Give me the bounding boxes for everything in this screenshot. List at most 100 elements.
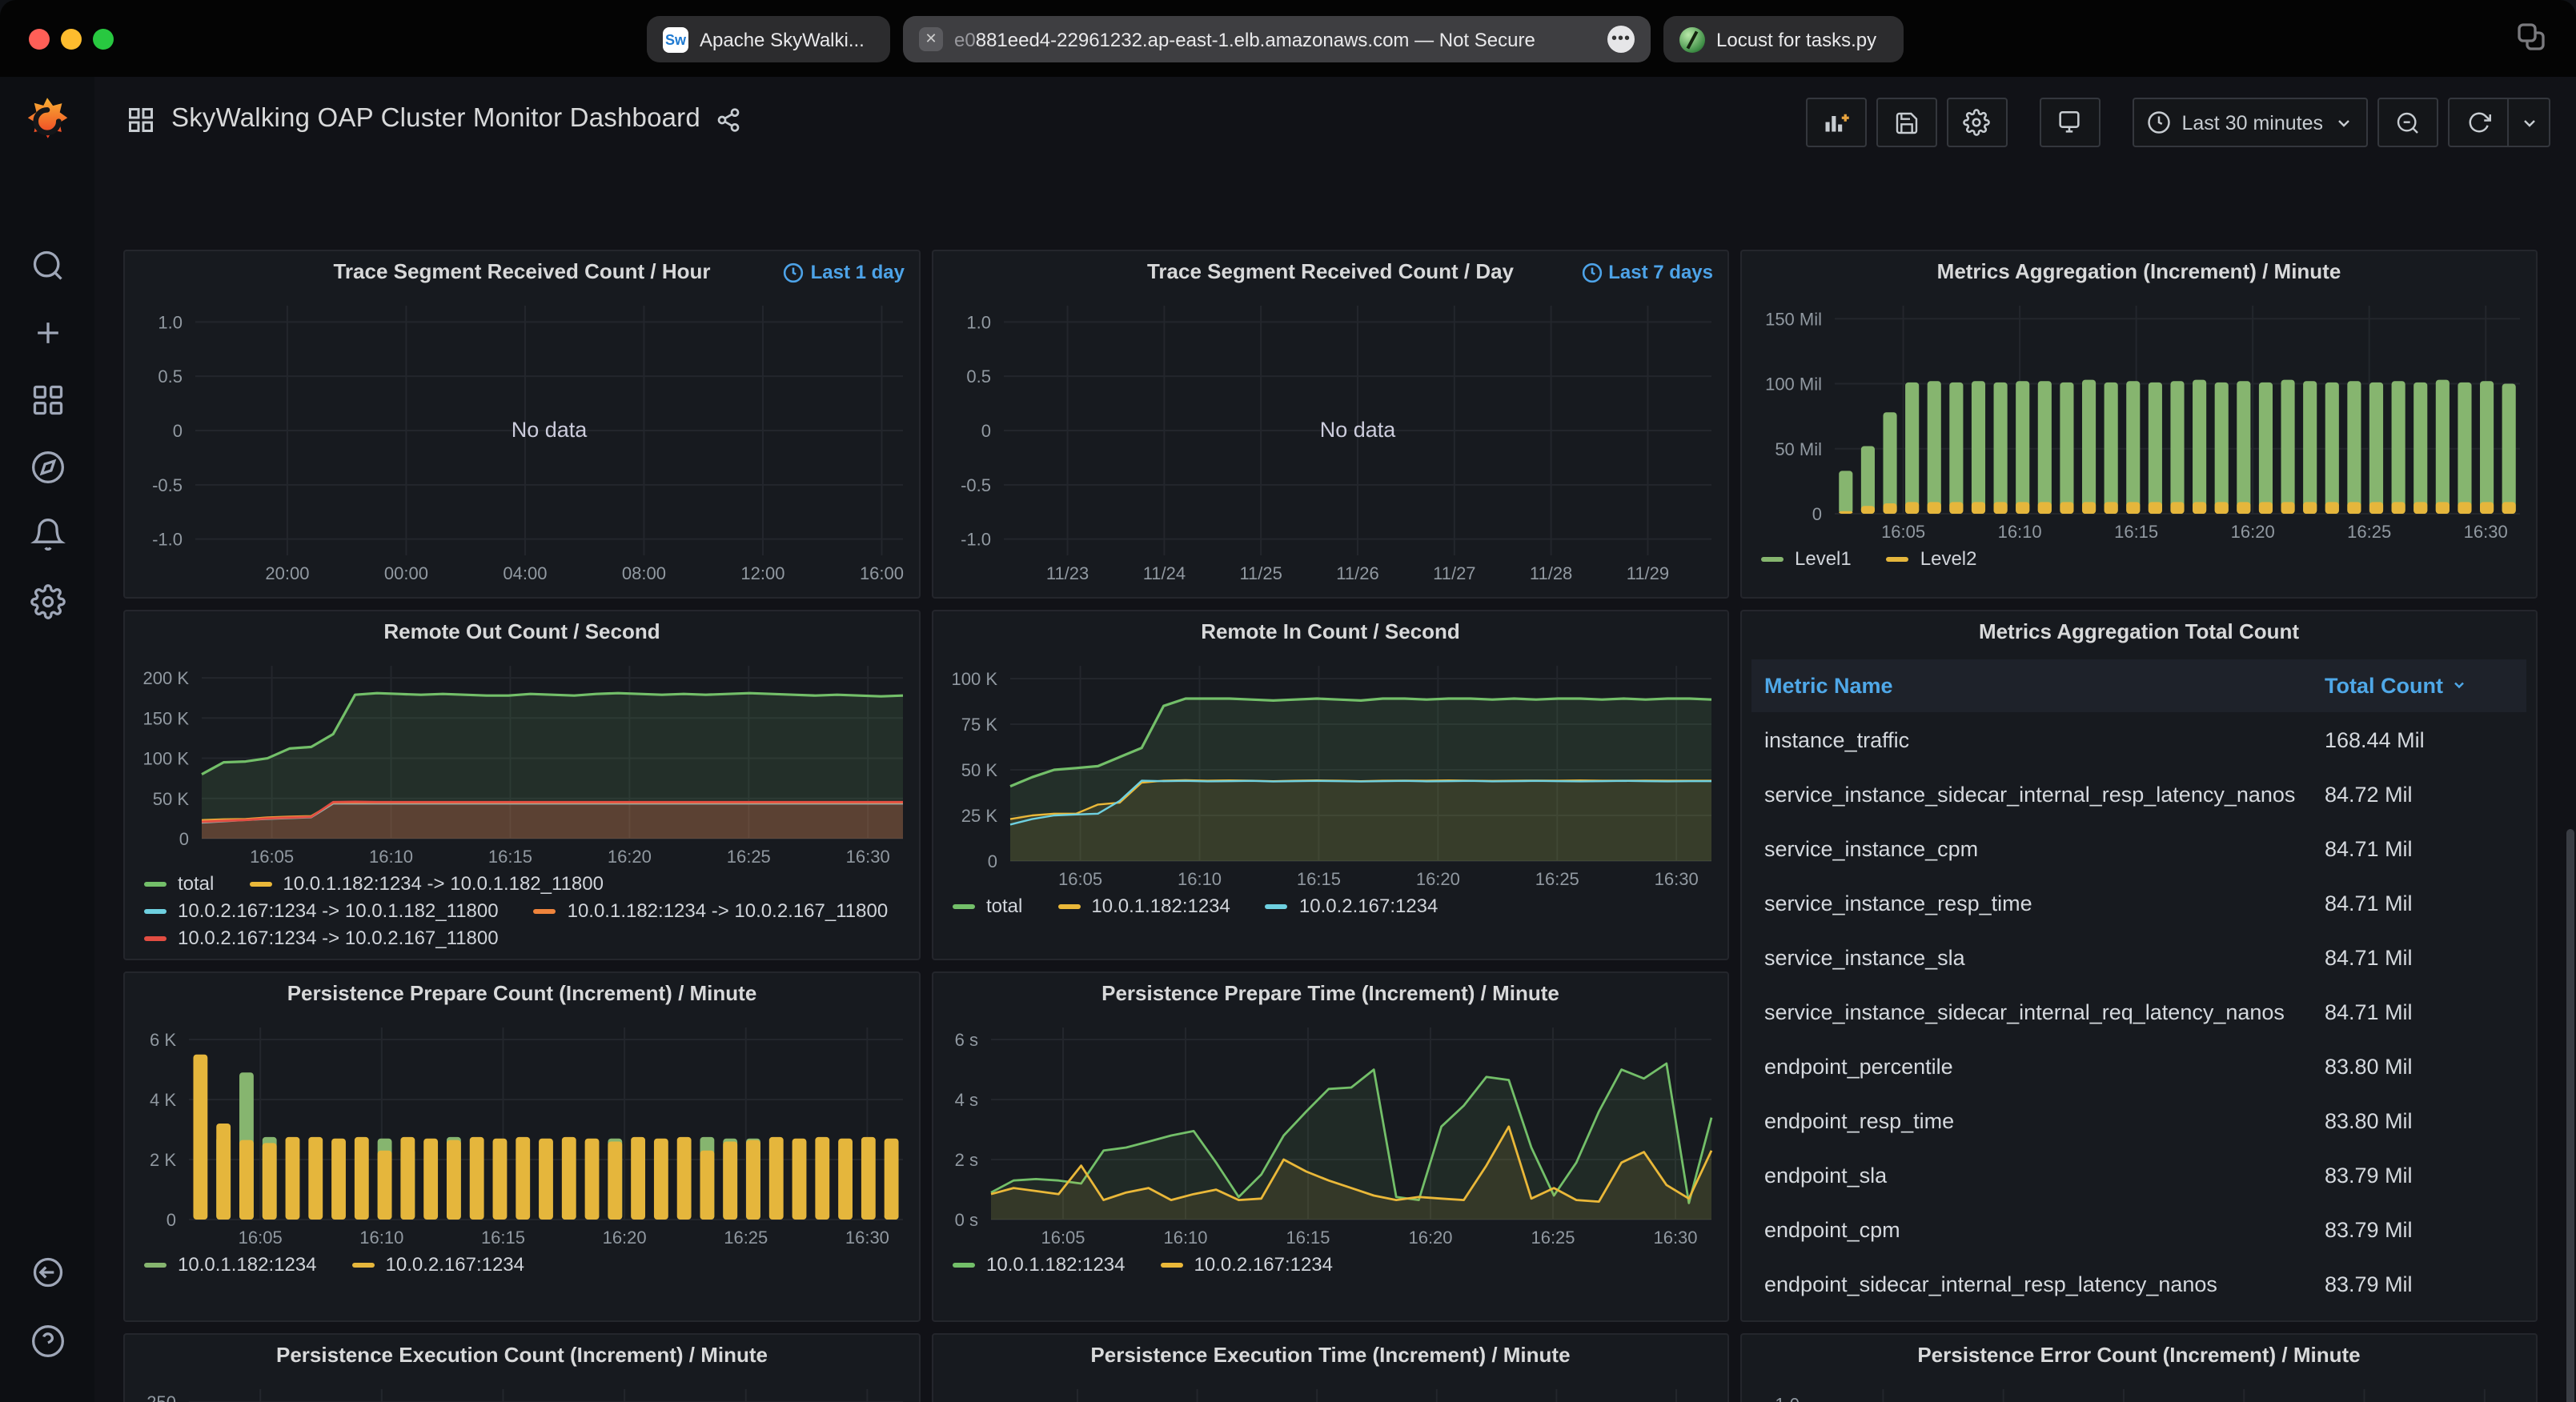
persistence-prepare-time-chart[interactable]: 6 s 4 s 2 s 0 s 16:05 16:10 16:15 16:20 16:25 16:… xyxy=(933,1015,1727,1252)
panel-title[interactable]: Remote Out Count / Second xyxy=(383,619,660,643)
browser-tab-active-elb[interactable]: ✕ e0881eed4-22961232.ap-east-1.elb.amazo… xyxy=(903,16,1651,62)
panel-time-override-link[interactable]: Last 1 day xyxy=(784,261,905,283)
window-zoom-button[interactable] xyxy=(93,29,114,50)
search-icon[interactable] xyxy=(30,248,65,283)
save-dashboard-button[interactable] xyxy=(1876,98,1937,147)
vertical-scrollbar[interactable] xyxy=(2566,829,2574,1402)
panel-title[interactable]: Persistence Prepare Time (Increment) / M… xyxy=(1101,981,1559,1005)
locust-favicon xyxy=(1679,26,1705,52)
create-plus-icon[interactable] xyxy=(30,315,65,350)
sign-in-icon[interactable] xyxy=(30,1255,65,1290)
panel-title[interactable]: Metrics Aggregation Total Count xyxy=(1978,619,2300,643)
panel-title[interactable]: Remote In Count / Second xyxy=(1201,619,1460,643)
svg-text:16:20: 16:20 xyxy=(1416,869,1460,889)
legend-item[interactable]: 10.0.2.167:1234 -> 10.0.2.167_11800 xyxy=(144,927,499,949)
legend-item[interactable]: 10.0.2.167:1234 xyxy=(1265,895,1438,917)
svg-text:0 s: 0 s xyxy=(955,1210,978,1230)
cycle-view-mode-button[interactable] xyxy=(2039,98,2101,147)
panel-persistence-execution-count: Persistence Execution Count (Increment) … xyxy=(123,1333,921,1402)
legend-series-label: total xyxy=(178,872,215,895)
legend-item[interactable]: 10.0.1.182:1234 xyxy=(144,1253,317,1276)
dashboard-settings-button[interactable] xyxy=(1946,98,2008,147)
persistence-execution-count-chart[interactable]: 25020015010050016:0516:1016:1516:2016:25… xyxy=(125,1376,919,1402)
window-minimize-button[interactable] xyxy=(61,29,82,50)
legend-item[interactable]: total xyxy=(953,895,1022,917)
legend-item[interactable]: 10.0.1.182:1234 xyxy=(1057,895,1230,917)
dashboard-toolbar: SkyWalking OAP Cluster Monitor Dashboard xyxy=(94,77,2576,170)
tab-overview-icon[interactable] xyxy=(2515,21,2547,61)
dashboards-icon[interactable] xyxy=(30,383,65,418)
legend-series-label: 10.0.2.167:1234 -> 10.0.2.167_11800 xyxy=(178,927,499,949)
chevron-down-icon xyxy=(2338,119,2349,126)
svg-text:16:00: 16:00 xyxy=(860,563,904,583)
legend-series-marker xyxy=(953,1262,975,1267)
help-icon[interactable] xyxy=(30,1324,65,1359)
column-header-metric-name[interactable]: Metric Name xyxy=(1751,659,2312,712)
legend-item[interactable]: 10.0.1.182:1234 -> 10.0.2.167_11800 xyxy=(533,899,888,922)
legend-item[interactable]: 10.0.2.167:1234 xyxy=(351,1253,524,1276)
panel-title[interactable]: Trace Segment Received Count / Hour xyxy=(333,259,711,283)
persistence-error-count-chart[interactable]: 1.00.50-0.5-1.016:0516:1016:1516:2016:25… xyxy=(1742,1376,2536,1402)
legend-item[interactable]: 10.0.1.182:1234 -> 10.0.1.182_11800 xyxy=(249,872,604,895)
panel-title[interactable]: Trace Segment Received Count / Day xyxy=(1146,259,1515,283)
remote-out-chart[interactable]: 200 K 150 K 100 K 50 K 0 16:05 16:10 16:15 16:20… xyxy=(125,653,919,871)
refresh-button[interactable] xyxy=(2448,98,2509,147)
configuration-gear-icon[interactable] xyxy=(30,584,65,619)
svg-text:16:20: 16:20 xyxy=(2231,522,2275,542)
dashboard-grid-icon[interactable] xyxy=(126,105,155,134)
trace-hour-chart[interactable]: 1.0 0.5 0 -0.5 -1.0 20:00 00:00 04:00 08:00 12:00… xyxy=(125,293,919,587)
svg-text:16:10: 16:10 xyxy=(1998,522,2042,542)
svg-text:0.5: 0.5 xyxy=(966,367,991,387)
legend-series-label: 10.0.1.182:1234 xyxy=(986,1253,1125,1276)
svg-text:16:25: 16:25 xyxy=(1535,869,1579,889)
total-count-cell: 168.44 Mil xyxy=(2325,727,2425,751)
svg-text:11/29: 11/29 xyxy=(1627,563,1669,583)
legend-item[interactable]: Level2 xyxy=(1886,547,1977,570)
legend-series-marker xyxy=(144,908,167,913)
alerting-bell-icon[interactable] xyxy=(30,517,65,552)
legend-item[interactable]: 10.0.2.167:1234 -> 10.0.1.182_11800 xyxy=(144,899,499,922)
panel-title[interactable]: Persistence Execution Count (Increment) … xyxy=(276,1343,768,1367)
panel-time-override-link[interactable]: Last 7 days xyxy=(1581,261,1713,283)
tab-close-icon[interactable]: ✕ xyxy=(919,27,943,51)
window-close-button[interactable] xyxy=(29,29,50,50)
zoom-out-time-button[interactable] xyxy=(2377,98,2438,147)
refresh-interval-dropdown[interactable] xyxy=(2509,98,2550,147)
legend-item[interactable]: total xyxy=(144,872,214,895)
legend-item[interactable]: 10.0.1.182:1234 xyxy=(953,1253,1125,1276)
page-title[interactable]: SkyWalking OAP Cluster Monitor Dashboard xyxy=(171,104,700,133)
svg-text:4 s: 4 s xyxy=(955,1090,978,1110)
metrics-aggregation-chart[interactable]: 150 Mil 100 Mil 50 Mil 0 16:05 16:10 16:15 16:2… xyxy=(1742,293,2536,546)
panel-title[interactable]: Persistence Error Count (Increment) / Mi… xyxy=(1917,1343,2361,1367)
share-icon[interactable] xyxy=(716,106,742,132)
add-panel-button[interactable] xyxy=(1805,98,1867,147)
tab-options-icon[interactable]: ••• xyxy=(1607,26,1635,53)
panel-title[interactable]: Persistence Execution Time (Increment) /… xyxy=(1090,1343,1571,1367)
browser-tab-locust[interactable]: Locust for tasks.py xyxy=(1663,16,1904,62)
legend-item[interactable]: 10.0.2.167:1234 xyxy=(1160,1253,1333,1276)
browser-tab-skywalking[interactable]: Sw Apache SkyWalki... xyxy=(647,16,890,62)
svg-text:0: 0 xyxy=(981,421,991,441)
svg-text:150 Mil: 150 Mil xyxy=(1765,309,1822,329)
persistence-execution-time-chart[interactable]: 1 min40 s20 s0 s16:0516:1016:1516:2016:2… xyxy=(933,1376,1727,1402)
sort-desc-icon xyxy=(2451,674,2467,698)
chevron-down-icon xyxy=(2523,119,2534,126)
table-row: endpoint_resp_time 83.80 Mil xyxy=(1751,1093,2526,1148)
legend-item[interactable]: Level1 xyxy=(1761,547,1852,570)
clock-icon xyxy=(1582,262,1602,282)
persistence-prepare-count-chart[interactable]: 6 K 4 K 2 K 0 16:05 16:10 16:15 16:20 16:25 16:30 xyxy=(125,1015,919,1252)
trace-day-chart[interactable]: 1.0 0.5 0 -0.5 -1.0 11/23 11/24 11/25 11/26 11/27… xyxy=(933,293,1727,587)
explore-compass-icon[interactable] xyxy=(30,450,65,485)
time-range-picker[interactable]: Last 30 minutes xyxy=(2132,98,2368,147)
svg-text:0.5: 0.5 xyxy=(158,367,183,387)
svg-text:16:20: 16:20 xyxy=(603,1228,647,1248)
table-row: service_instance_cpm 84.71 Mil xyxy=(1751,821,2526,875)
grafana-sidebar xyxy=(0,77,94,1402)
grafana-logo[interactable] xyxy=(21,96,74,149)
column-header-total-count[interactable]: Total Count xyxy=(2312,659,2526,712)
svg-text:250: 250 xyxy=(146,1392,176,1402)
svg-text:11/27: 11/27 xyxy=(1433,563,1475,583)
remote-in-chart[interactable]: 100 K 75 K 50 K 25 K 0 16:05 16:10 16:15 16:20 16… xyxy=(933,653,1727,893)
panel-title[interactable]: Metrics Aggregation (Increment) / Minute xyxy=(1936,259,2341,283)
panel-title[interactable]: Persistence Prepare Count (Increment) / … xyxy=(287,981,757,1005)
